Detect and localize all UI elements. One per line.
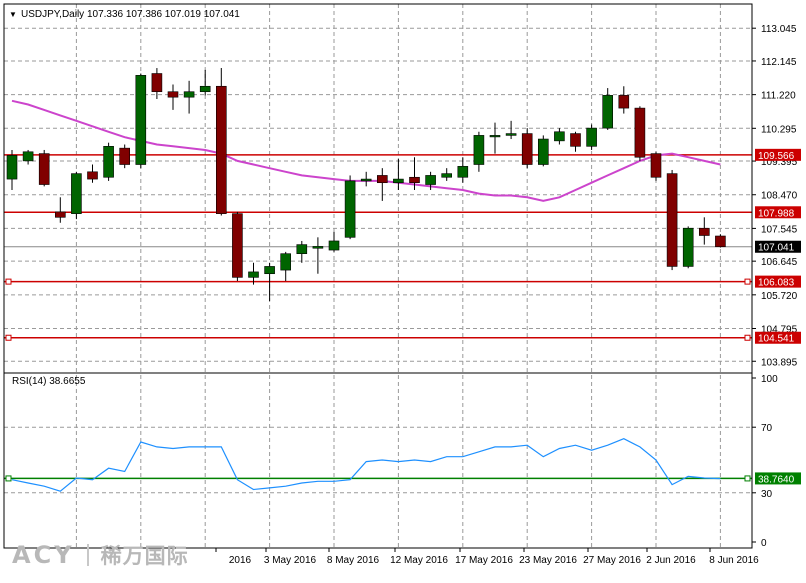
- bull-candle: [183, 91, 195, 98]
- y-tick-label: 107.545: [761, 224, 798, 235]
- level-label-box: [755, 275, 801, 288]
- watermark-separator: [86, 544, 89, 566]
- current-price-box: [755, 240, 801, 253]
- level-marker: [744, 278, 751, 285]
- level-label-box: [755, 148, 801, 161]
- bull-candle: [505, 133, 517, 136]
- bull-candle: [393, 178, 404, 184]
- level-label-box: [755, 331, 801, 344]
- bull-candle: [135, 75, 147, 165]
- bear-candle: [54, 211, 66, 218]
- level-marker: [744, 334, 751, 341]
- x-tick-label: 23 May 2016: [519, 555, 577, 566]
- level-marker: [5, 334, 12, 341]
- bull-candle: [312, 246, 324, 249]
- y-tick-label: 113.045: [761, 24, 797, 35]
- broker-watermark: ACY 稀万国际: [12, 540, 189, 570]
- y-tick-label: 110.295: [761, 124, 797, 135]
- bear-candle: [232, 213, 243, 278]
- rsi-tick-label: 0: [761, 538, 767, 549]
- bull-candle: [22, 151, 34, 162]
- rsi-tick-label: 30: [761, 489, 773, 500]
- level-label: 109.566: [758, 151, 795, 162]
- bear-candle: [666, 173, 678, 267]
- level-marker: [744, 475, 751, 482]
- y-tick-label: 108.470: [761, 191, 798, 202]
- y-tick-label: 105.720: [761, 291, 798, 302]
- bull-candle: [602, 95, 614, 129]
- bull-candle: [264, 266, 275, 275]
- bull-candle: [473, 135, 485, 165]
- bear-candle: [376, 175, 388, 184]
- x-tick-label: 8 Jun 2016: [709, 555, 759, 566]
- watermark-logo: ACY: [12, 541, 75, 569]
- bull-candle: [328, 240, 340, 251]
- rsi-level-label: 38.7640: [758, 474, 795, 485]
- y-tick-label: 109.395: [761, 157, 798, 168]
- bear-candle: [216, 85, 227, 214]
- bear-candle: [618, 95, 630, 109]
- level-marker: [5, 475, 12, 482]
- bear-candle: [650, 153, 662, 178]
- x-tick-label: 12 May 2016: [390, 555, 448, 566]
- bear-candle: [698, 227, 710, 236]
- bear-candle: [409, 176, 420, 184]
- x-tick-label: 2 Jun 2016: [646, 555, 696, 566]
- bull-candle: [360, 178, 372, 182]
- bull-candle: [6, 155, 18, 180]
- bear-candle: [38, 153, 50, 185]
- bear-candle: [715, 235, 726, 248]
- bull-candle: [537, 138, 549, 165]
- bull-candle: [199, 85, 211, 93]
- rsi-line: [11, 438, 721, 492]
- bear-candle: [151, 73, 163, 93]
- chart-title: USDJPY,Daily 107.336 107.386 107.019 107…: [21, 9, 240, 20]
- bull-candle: [296, 244, 308, 255]
- rsi-title: RSI(14) 38.6655: [12, 376, 86, 387]
- rsi-level-box: [755, 472, 801, 485]
- bear-candle: [521, 133, 533, 165]
- chart-menu-icon: ▼: [9, 10, 17, 19]
- level-label: 107.988: [758, 208, 795, 219]
- bull-candle: [103, 146, 114, 178]
- bear-candle: [634, 107, 646, 158]
- bull-candle: [586, 127, 597, 147]
- level-marker: [5, 278, 12, 285]
- bull-candle: [280, 253, 292, 271]
- bull-candle: [489, 135, 501, 138]
- chart-frame: [3, 3, 753, 549]
- level-label-box: [755, 206, 801, 219]
- y-tick-label: 104.795: [761, 325, 798, 336]
- level-label: 104.541: [758, 334, 795, 345]
- bull-candle: [457, 166, 469, 178]
- bear-candle: [167, 91, 179, 98]
- bull-candle: [682, 227, 694, 267]
- x-tick-label: 17 May 2016: [455, 555, 513, 566]
- bull-candle: [425, 175, 436, 185]
- watermark-chinese-text: 稀万国际: [100, 544, 189, 568]
- bear-candle: [570, 133, 581, 147]
- y-tick-label: 106.645: [761, 257, 798, 268]
- bull-candle: [248, 271, 259, 278]
- bull-candle: [71, 173, 82, 214]
- rsi-tick-label: 100: [761, 374, 778, 385]
- y-tick-label: 103.895: [761, 357, 798, 368]
- bull-candle: [344, 180, 356, 238]
- rsi-tick-label: 70: [761, 423, 773, 434]
- bull-candle: [441, 173, 453, 178]
- bear-candle: [87, 171, 98, 180]
- x-tick-label: 27 May 2016: [583, 555, 641, 566]
- y-tick-label: 112.145: [761, 57, 797, 68]
- x-tick-label: 2016: [229, 555, 252, 566]
- level-label: 106.083: [758, 278, 795, 289]
- bear-candle: [119, 147, 130, 165]
- bull-candle: [554, 131, 565, 142]
- x-tick-label: 3 May 2016: [264, 555, 317, 566]
- y-tick-label: 111.220: [761, 91, 796, 102]
- current-price-label: 107.041: [758, 243, 795, 254]
- x-tick-label: 8 May 2016: [327, 555, 380, 566]
